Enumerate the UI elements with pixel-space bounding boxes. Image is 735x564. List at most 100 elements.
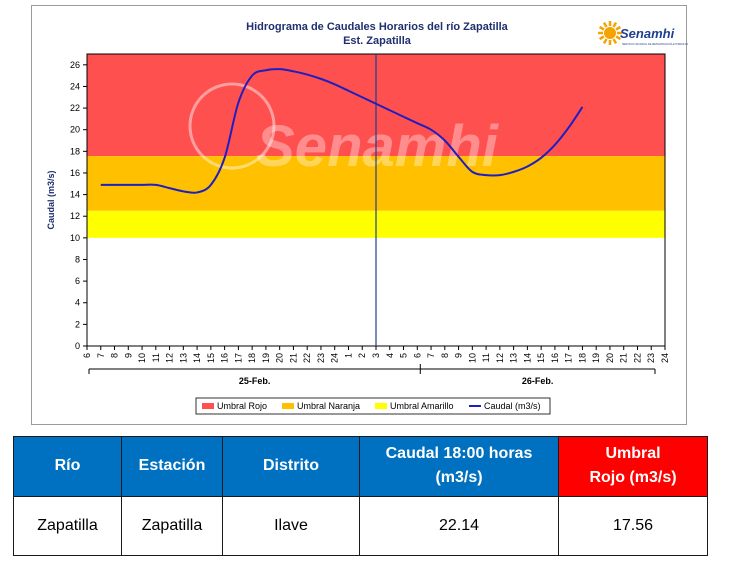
sun-ray — [602, 38, 608, 45]
y-tick-label: 22 — [70, 103, 80, 113]
series-line-caudal — [100, 68, 584, 194]
x-tick-label: 11 — [481, 353, 491, 362]
header-estacion: Estación — [121, 436, 223, 497]
x-tick-label: 6 — [82, 353, 92, 358]
x-tick-label: 23 — [316, 353, 326, 363]
x-tick-label: 18 — [577, 353, 587, 363]
x-tick-label: 21 — [619, 353, 629, 363]
x-tick-label: 13 — [178, 353, 188, 363]
x-tick-label: 22 — [302, 353, 312, 363]
y-tick-label: 2 — [75, 319, 80, 329]
legend-label: Umbral Rojo — [217, 401, 267, 411]
y-tick-label: 24 — [70, 81, 80, 91]
legend-label: Umbral Amarillo — [390, 401, 454, 411]
y-axis-label: Caudal (m3/s) — [46, 170, 56, 229]
x-tick-label: 7 — [426, 353, 436, 358]
legend-box — [195, 397, 551, 415]
x-tick-label: 11 — [151, 353, 161, 362]
x-tick-label: 13 — [509, 353, 519, 363]
x-tick-label: 21 — [288, 353, 298, 363]
watermark-text: Senamhi — [256, 114, 500, 179]
x-tick-label: 8 — [110, 353, 120, 358]
y-tick-label: 16 — [70, 168, 80, 178]
y-tick-label: 18 — [70, 146, 80, 156]
x-tick-label: 22 — [632, 353, 642, 363]
day-label: 26-Feb. — [522, 376, 554, 386]
header-caudal-line2: (m3/s) — [435, 469, 483, 487]
header-umbral-line1: Umbral — [605, 445, 661, 463]
x-tick-label: 6 — [412, 353, 422, 358]
table-header-row: Río Estación Distrito Caudal 18:00 horas… — [13, 436, 708, 497]
x-tick-label: 9 — [454, 353, 464, 358]
senamhi-logo-text: Senamhi — [620, 26, 675, 41]
sun-ray — [598, 35, 605, 41]
x-tick-label: 24 — [330, 353, 340, 363]
x-tick-label: 15 — [206, 353, 216, 363]
x-tick-label: 10 — [137, 353, 147, 363]
flow-summary-table: Río Estación Distrito Caudal 18:00 horas… — [13, 436, 708, 556]
x-tick-label: 14 — [522, 353, 532, 363]
chart-subtitle: Est. Zapatilla — [343, 35, 412, 47]
y-tick-label: 14 — [70, 190, 80, 200]
watermark-sun-icon — [188, 82, 276, 170]
header-distrito: Distrito — [222, 436, 360, 497]
legend-label: Caudal (m3/s) — [484, 401, 541, 411]
day-label: 25-Feb. — [239, 376, 271, 386]
x-tick-label: 24 — [660, 353, 670, 363]
sun-ray — [612, 21, 618, 28]
y-tick-label: 4 — [75, 298, 80, 308]
x-tick-label: 16 — [550, 353, 560, 363]
x-tick-label: 17 — [233, 353, 243, 363]
sun-ray — [615, 25, 622, 31]
sun-ray — [602, 21, 608, 28]
header-rio: Río — [13, 436, 122, 497]
y-tick-label: 6 — [75, 276, 80, 286]
header-caudal: Caudal 18:00 horas (m3/s) — [359, 436, 559, 497]
table-row: Zapatilla Zapatilla Ilave 22.14 17.56 — [13, 495, 708, 556]
sun-ray — [615, 35, 622, 41]
y-tick-label: 12 — [70, 211, 80, 221]
legend-label: Umbral Naranja — [297, 401, 360, 411]
y-tick-label: 0 — [75, 341, 80, 351]
x-tick-label: 17 — [564, 353, 574, 363]
legend-swatch-0 — [202, 403, 214, 409]
x-tick-label: 9 — [123, 353, 133, 358]
header-umbral-rojo: Umbral Rojo (m3/s) — [558, 436, 708, 497]
legend-swatch-1 — [282, 403, 294, 409]
x-tick-label: 15 — [536, 353, 546, 363]
x-tick-label: 7 — [96, 353, 106, 358]
x-tick-label: 12 — [495, 353, 505, 363]
y-tick-label: 8 — [75, 254, 80, 264]
y-tick-label: 26 — [70, 60, 80, 70]
x-tick-label: 18 — [247, 353, 257, 363]
x-tick-label: 20 — [275, 353, 285, 363]
y-tick-label: 10 — [70, 233, 80, 243]
x-tick-label: 16 — [220, 353, 230, 363]
x-tick-label: 23 — [646, 353, 656, 363]
chart-frame: Senamhi 0 2 4 6 8 10 12 14 16 18 20 22 24 26 6 7 8 9 10 11 12… — [31, 5, 688, 425]
x-tick-label: 8 — [440, 353, 450, 358]
senamhi-sun-icon — [598, 21, 622, 45]
x-tick-label: 4 — [385, 353, 395, 358]
sun-ray — [612, 38, 618, 45]
y-tick-label: 20 — [70, 125, 80, 135]
cell-caudal: 22.14 — [359, 495, 559, 556]
chart-title: Hidrograma de Caudales Horarios del río … — [246, 21, 509, 33]
x-tick-label: 2 — [357, 353, 367, 358]
x-tick-label: 3 — [371, 353, 381, 358]
x-tick-label: 19 — [261, 353, 271, 363]
x-tick-label: 10 — [467, 353, 477, 363]
x-tick-label: 20 — [605, 353, 615, 363]
x-tick-label: 19 — [591, 353, 601, 363]
header-caudal-line1: Caudal 18:00 horas — [385, 445, 533, 463]
x-tick-label: 12 — [165, 353, 175, 363]
cell-rio: Zapatilla — [13, 495, 122, 556]
x-tick-label: 5 — [399, 353, 409, 358]
cell-distrito: Ilave — [222, 495, 360, 556]
cell-umbral: 17.56 — [558, 495, 708, 556]
legend-swatch-2 — [375, 403, 387, 409]
x-tick-label: 1 — [343, 353, 353, 358]
sun-ray — [598, 25, 605, 31]
x-tick-label: 14 — [192, 353, 202, 363]
